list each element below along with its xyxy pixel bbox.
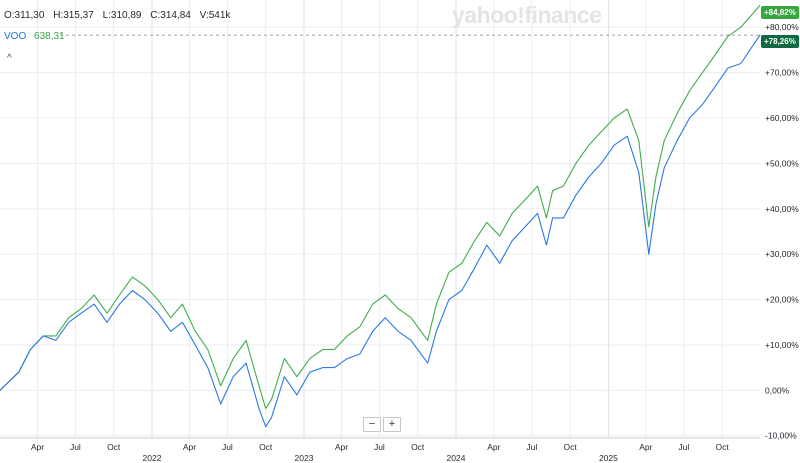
- y-tick-label: +40,00%: [765, 204, 799, 214]
- zoom-controls: − +: [363, 417, 401, 432]
- legend-value: 638,31: [34, 31, 65, 42]
- close-value: C:314,84: [150, 10, 191, 21]
- x-tick-label: Oct: [411, 442, 425, 452]
- x-year-label: 2023: [295, 453, 314, 463]
- compare-series-line: [0, 5, 761, 410]
- x-year-label: 2022: [143, 453, 162, 463]
- y-tick-label: +60,00%: [765, 113, 799, 123]
- y-tick-label: +70,00%: [765, 68, 799, 78]
- low-value: L:310,89: [102, 10, 142, 21]
- x-tick-label: Oct: [107, 442, 121, 452]
- x-tick-label: Apr: [183, 442, 196, 452]
- volume-value: V:541k: [199, 10, 231, 21]
- x-tick-label: Jul: [222, 442, 233, 452]
- voo-last-badge: +78,26%: [761, 35, 799, 48]
- y-tick-label: +30,00%: [765, 249, 799, 259]
- series-legend[interactable]: VOO 638,31: [4, 31, 65, 42]
- x-tick-label: Apr: [335, 442, 348, 452]
- legend-symbol[interactable]: VOO: [4, 31, 27, 42]
- y-tick-label: -10,00%: [765, 431, 797, 441]
- x-year-label: 2024: [447, 453, 466, 463]
- x-tick-label: Oct: [259, 442, 273, 452]
- y-tick-label: +10,00%: [765, 340, 799, 350]
- x-tick-label: Apr: [639, 442, 652, 452]
- y-tick-label: +50,00%: [765, 158, 799, 168]
- x-tick-label: Apr: [487, 442, 500, 452]
- x-tick-label: Jul: [526, 442, 537, 452]
- y-tick-label: +80,00%: [765, 22, 799, 32]
- compare-last-badge: +84,82%: [761, 6, 799, 19]
- high-value: H:315,37: [53, 10, 94, 21]
- zoom-in-button[interactable]: +: [383, 417, 401, 432]
- x-tick-label: Jul: [374, 442, 385, 452]
- yahoo-finance-logo: yahoo!finance: [452, 2, 602, 28]
- y-tick-label: 0,00%: [765, 385, 790, 395]
- chevron-up-icon[interactable]: ^: [7, 53, 12, 64]
- x-tick-label: Oct: [563, 442, 577, 452]
- x-year-label: 2025: [599, 453, 618, 463]
- voo-series-line: [0, 34, 761, 428]
- y-tick-label: +20,00%: [765, 295, 799, 305]
- x-tick-label: Jul: [70, 442, 81, 452]
- x-tick-label: Jul: [678, 442, 689, 452]
- x-tick-label: Oct: [715, 442, 729, 452]
- x-tick-label: Apr: [31, 442, 44, 452]
- zoom-out-button[interactable]: −: [363, 417, 381, 432]
- ohlc-readout: O:311,30 H:315,37 L:310,89 C:314,84 V:54…: [4, 10, 236, 21]
- open-value: O:311,30: [4, 10, 45, 21]
